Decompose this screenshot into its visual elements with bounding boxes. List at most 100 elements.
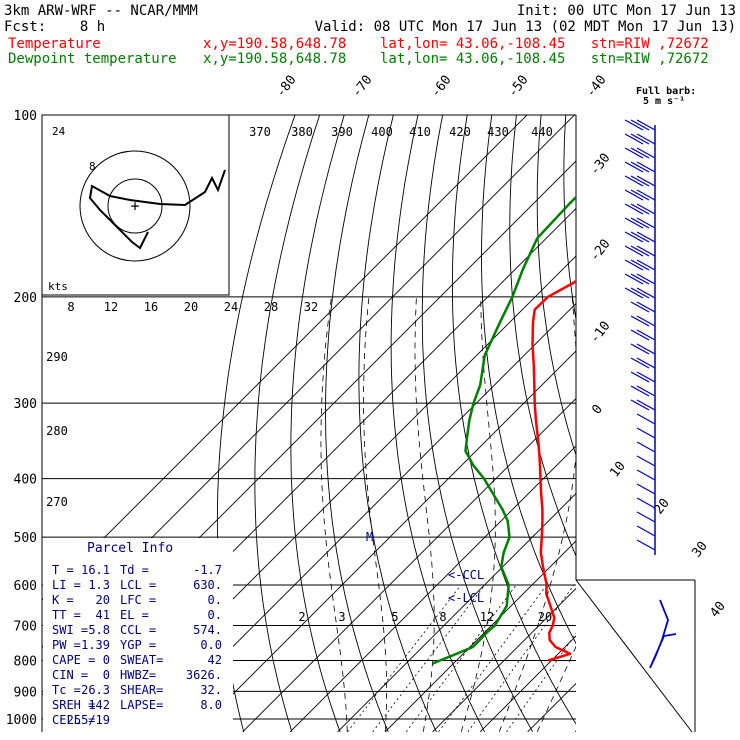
mixing-ratio-line — [438, 584, 547, 732]
pressure-label: 100 — [14, 109, 37, 124]
pressure-label: 300 — [14, 397, 37, 412]
dewpoint-legend-label: Dewpoint temperature — [8, 51, 177, 67]
wind-barb-flag — [636, 469, 656, 481]
theta-label: 440 — [531, 125, 553, 139]
wind-barb-flag — [630, 385, 650, 397]
isotherm-label: -60 — [428, 73, 454, 101]
m-marker: M — [366, 530, 373, 544]
parcel-info-value: 8.0 — [200, 698, 222, 712]
wind-barb-flag — [636, 273, 656, 285]
wind-barb-flag — [636, 245, 656, 257]
wind-barb-flag — [630, 329, 650, 341]
isotherm-label: 30 — [689, 539, 710, 561]
isotherm-line — [527, 682, 576, 732]
mixing-ratio-label: 12 — [480, 610, 494, 624]
theta-label: 410 — [409, 125, 431, 139]
pressure-label: 600 — [14, 579, 37, 594]
wind-barb-flag — [636, 455, 656, 467]
wind-barb-flag — [636, 413, 656, 425]
theta-label: 370 — [249, 125, 271, 139]
wind-barb-cluster — [649, 599, 677, 669]
theta-label: 290 — [46, 350, 68, 364]
wind-barb-flag — [636, 497, 656, 509]
wind-barb-flag — [630, 175, 650, 187]
mixing-ratio-line — [372, 584, 486, 732]
hodograph-ring-label: 24 — [52, 125, 66, 138]
isotherm-label: -70 — [349, 73, 375, 101]
wind-barb-flag — [624, 259, 644, 271]
wind-barb-flag — [630, 147, 650, 159]
dewpoint-location: x,y=190.58,648.78 lat,lon= 43.06,-108.45… — [203, 51, 709, 67]
wind-barb-flag — [636, 189, 656, 201]
isotherm-label: -20 — [587, 237, 613, 265]
wind-barb-flag — [636, 483, 656, 495]
wind-barb-flag — [630, 371, 650, 383]
wind-barb-flag — [630, 245, 650, 257]
wind-barb-flag — [636, 203, 656, 215]
wind-barb-flag — [630, 119, 650, 131]
dry-adiabat-line — [325, 115, 389, 732]
dry-adiabat-line — [663, 87, 740, 731]
pressure-label: 700 — [14, 619, 37, 634]
kts-scale-label: 32 — [304, 300, 318, 314]
hodograph-inset — [41, 114, 230, 296]
wind-barb-flag — [636, 329, 656, 341]
wind-barb-flag — [636, 357, 656, 369]
wind-barb-flag — [636, 539, 656, 551]
wind-barb-flag — [636, 441, 656, 453]
parcel-info-key: HWBZ= — [120, 668, 156, 682]
parcel-info-value: 16.1 — [81, 563, 110, 577]
isotherm-line — [384, 540, 576, 732]
wind-barb-flag — [636, 525, 656, 537]
isotherm-label: -40 — [583, 73, 609, 101]
kts-scale-label: 24 — [224, 300, 238, 314]
parcel-info-key: Td = — [120, 563, 149, 577]
mixing-ratio-line — [467, 584, 575, 732]
wind-barb-flag — [630, 231, 650, 243]
isotherm-line — [42, 115, 528, 601]
wind-barb-flag — [624, 217, 644, 229]
parcel-info-key: LFC = — [120, 593, 156, 607]
wind-barb-flag — [636, 259, 656, 271]
wind-barb-flag — [624, 133, 644, 145]
wind-barb-flag — [636, 119, 656, 131]
dewpoint-profile-line — [431, 195, 576, 665]
dry-adiabat-line — [481, 115, 576, 645]
parcel-info-value: 0. — [208, 593, 222, 607]
parcel-info-value: 142 — [88, 698, 110, 712]
theta-label: 390 — [331, 125, 353, 139]
isotherm-label: -80 — [273, 73, 299, 101]
valid-time: Valid: 08 UTC Mon 17 Jun 13 (02 MDT Mon … — [314, 19, 736, 35]
wind-barb-flag — [624, 245, 644, 257]
wind-barb-flag — [630, 357, 650, 369]
parcel-info-value: 3626. — [186, 668, 222, 682]
parcel-info-value: 0 — [103, 668, 110, 682]
parcel-info-key: LAPSE= — [120, 698, 163, 712]
isotherm-line — [479, 635, 576, 732]
mixing-ratio-label: 2 — [298, 610, 305, 624]
isotherm-line — [289, 445, 576, 732]
hodograph-ring — [79, 150, 191, 262]
parcel-info-key: CAPE = — [52, 653, 95, 667]
moist-adiabat-line — [460, 296, 496, 732]
hodograph-center-icon: + — [130, 197, 139, 215]
parcel-info-value: 1.39 — [81, 638, 110, 652]
moist-adiabat-line — [363, 296, 387, 732]
wind-barb-flag — [636, 231, 656, 243]
parcel-info-key: LCL = — [120, 578, 156, 592]
hodograph-axis-label: kts — [48, 280, 68, 293]
wind-barb-flag — [630, 287, 650, 299]
parcel-info-value: 5.8 — [88, 623, 110, 637]
parcel-info-key: CCL = — [120, 623, 156, 637]
temperature-legend-label: Temperature — [8, 36, 101, 52]
isotherm-label: 0 — [589, 402, 606, 417]
parcel-info-box — [43, 538, 233, 732]
hodograph-ring — [107, 178, 163, 234]
moist-adiabat-line — [498, 296, 576, 732]
wind-barb-flag — [630, 161, 650, 173]
parcel-info-key: SHEAR= — [120, 683, 163, 697]
wind-barb-flag — [636, 287, 656, 299]
dry-adiabat-line — [390, 115, 485, 732]
kts-scale-label: 20 — [184, 300, 198, 314]
dry-adiabat-line — [735, 87, 740, 731]
